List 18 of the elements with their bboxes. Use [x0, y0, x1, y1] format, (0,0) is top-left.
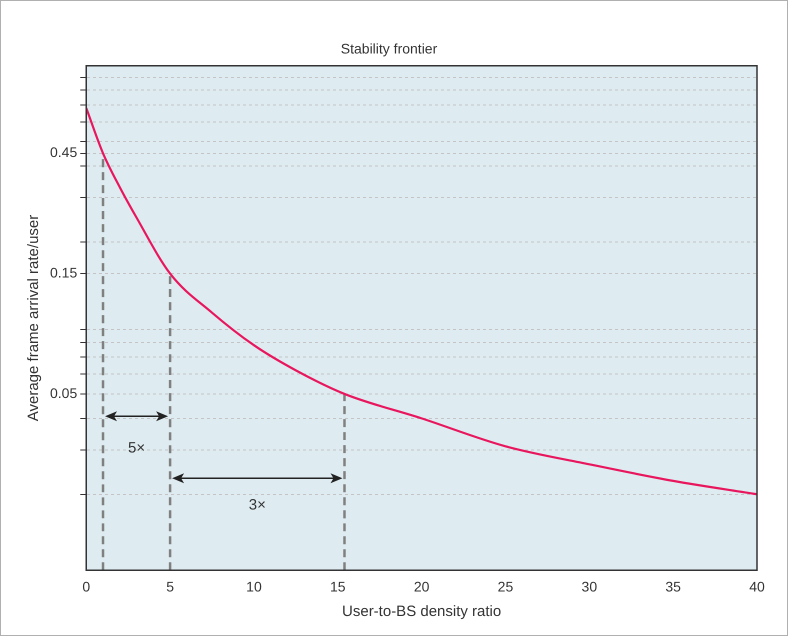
y-tick-label: 0.45: [50, 144, 78, 160]
line-series: [86, 106, 757, 496]
x-axis-title: User-to-BS density ratio: [342, 603, 502, 620]
y-tick-label: 0.05: [50, 384, 78, 401]
x-tick-label: 40: [749, 578, 765, 594]
x-tick-label: 30: [582, 578, 598, 594]
annotation: 3×: [248, 496, 266, 514]
x-tick-label: 25: [498, 578, 514, 594]
x-tick-label: 20: [414, 578, 430, 594]
x-tick-label: 15: [330, 578, 346, 594]
annotation: 5×: [128, 439, 146, 456]
x-tick-label: 5: [166, 578, 174, 594]
x-tick-label: 0: [82, 578, 90, 594]
y-tick-label: 0.15: [50, 264, 78, 280]
chart-title: Stability frontier: [340, 40, 438, 56]
x-tick-label: 10: [246, 578, 262, 594]
x-tick-label: 35: [665, 578, 682, 594]
y-axis-title: Average frame arrival rate/user: [25, 214, 42, 422]
